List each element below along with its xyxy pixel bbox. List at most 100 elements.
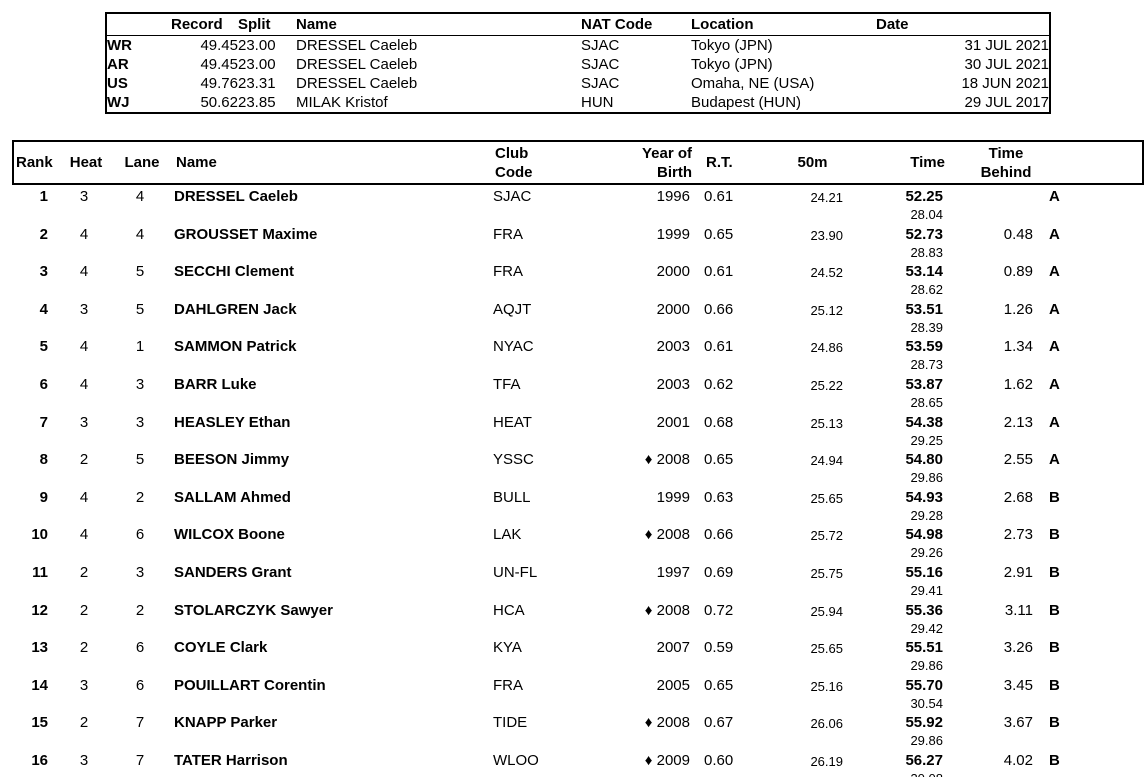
result-qualification: A — [1049, 225, 1060, 243]
result-final-time: 52.73 — [905, 225, 943, 243]
result-lane: 5 — [135, 263, 145, 281]
result-row: 16 3 7 TATER Harrison WLOO ♦ 2009 0.60 2… — [12, 750, 1144, 777]
results-table-header: Rank Heat Lane Name Club Code Year of Bi… — [12, 140, 1144, 185]
result-qualification: B — [1049, 639, 1060, 657]
result-lane: 2 — [135, 601, 145, 619]
result-club-code: HEAT — [493, 413, 532, 431]
result-club-code: FRA — [493, 263, 523, 281]
result-year-of-birth: 2003 — [656, 338, 690, 356]
result-heat: 3 — [79, 300, 89, 318]
record-holder-name: DRESSEL Caeleb — [296, 36, 418, 54]
result-lane: 3 — [135, 375, 145, 393]
result-qualification: B — [1049, 488, 1060, 506]
result-final-time: 53.14 — [905, 263, 943, 281]
result-50m-split: 25.22 — [810, 377, 843, 393]
result-back-split: 29.26 — [910, 545, 943, 561]
result-50m-split: 24.86 — [810, 340, 843, 356]
result-50m-split: 24.52 — [810, 265, 843, 281]
result-reaction-time: 0.69 — [704, 563, 734, 581]
records-header-date: Date — [876, 13, 1050, 36]
result-rank: 6 — [39, 375, 48, 393]
result-club-code: HCA — [493, 601, 525, 619]
header-reaction-time: R.T. — [706, 154, 733, 171]
result-row: 15 2 7 KNAPP Parker TIDE ♦ 2008 0.67 26.… — [12, 712, 1144, 750]
result-year-of-birth: 1996 — [656, 188, 690, 205]
header-club-line1: Club — [495, 144, 529, 162]
result-swimmer-name: BARR Luke — [174, 375, 257, 393]
result-final-time: 53.87 — [905, 375, 943, 393]
result-time-behind: 4.02 — [1003, 751, 1033, 769]
result-time-behind: 0.89 — [1003, 263, 1033, 281]
record-location: Tokyo (JPN) — [691, 55, 773, 73]
record-split: 23.85 — [238, 94, 276, 112]
result-qualification: A — [1049, 375, 1060, 393]
result-row: 3 4 5 SECCHI Clement FRA 2000 0.61 24.52… — [12, 261, 1144, 299]
result-club-code: TFA — [493, 375, 521, 393]
result-club-code: AQJT — [493, 300, 532, 318]
header-lane: Lane — [124, 154, 160, 171]
result-reaction-time: 0.65 — [704, 676, 734, 694]
result-back-split: 28.39 — [910, 319, 943, 335]
header-time: Time — [910, 154, 945, 171]
result-reaction-time: 0.61 — [704, 188, 734, 205]
result-year-of-birth: 2005 — [656, 676, 690, 694]
result-lane: 4 — [135, 188, 145, 205]
result-reaction-time: 0.63 — [704, 488, 734, 506]
records-header-location: Location — [691, 13, 876, 36]
record-type: AR — [107, 55, 129, 73]
result-rank: 5 — [39, 338, 48, 356]
result-swimmer-name: DRESSEL Caeleb — [174, 188, 298, 205]
header-year-of-birth: Year of Birth — [577, 144, 706, 182]
result-back-split: 28.83 — [910, 244, 943, 260]
result-time-behind: 1.34 — [1003, 338, 1033, 356]
result-reaction-time: 0.61 — [704, 263, 734, 281]
result-heat: 4 — [79, 375, 89, 393]
result-heat: 2 — [79, 563, 89, 581]
results-body: 1 3 4 DRESSEL Caeleb SJAC 1996 0.61 24.2… — [12, 186, 1144, 777]
result-back-split: 30.54 — [910, 695, 943, 711]
result-heat: 4 — [79, 338, 89, 356]
result-50m-split: 24.94 — [810, 453, 843, 469]
record-location: Omaha, NE (USA) — [691, 75, 815, 93]
result-final-time: 55.51 — [905, 639, 943, 657]
result-50m-split: 26.06 — [810, 716, 843, 732]
record-type: WR — [107, 36, 132, 54]
result-reaction-time: 0.60 — [704, 751, 734, 769]
result-final-time: 55.92 — [905, 714, 943, 732]
result-reaction-time: 0.66 — [704, 300, 734, 318]
result-time-behind: 3.67 — [1003, 714, 1033, 732]
result-50m-split: 25.12 — [810, 302, 843, 318]
result-row: 6 4 3 BARR Luke TFA 2003 0.62 25.22 53.8… — [12, 374, 1144, 412]
result-50m-split: 26.19 — [810, 753, 843, 769]
record-nat-code: SJAC — [581, 36, 620, 54]
record-location: Budapest (HUN) — [691, 94, 802, 112]
record-holder-name: MILAK Kristof — [296, 94, 388, 112]
result-rank: 10 — [31, 526, 48, 544]
result-rank: 14 — [31, 676, 48, 694]
result-swimmer-name: SALLAM Ahmed — [174, 488, 291, 506]
result-qualification: A — [1049, 300, 1060, 318]
result-heat: 2 — [79, 451, 89, 469]
record-holder-name: DRESSEL Caeleb — [296, 55, 418, 73]
result-club-code: YSSC — [493, 451, 534, 469]
result-lane: 5 — [135, 451, 145, 469]
records-table-body: WR 49.45 23.00 DRESSEL Caeleb SJAC Tokyo… — [106, 35, 1050, 113]
result-rank: 13 — [31, 639, 48, 657]
result-50m-split: 25.65 — [810, 641, 843, 657]
result-swimmer-name: GROUSSET Maxime — [174, 225, 318, 243]
result-back-split: 28.73 — [910, 357, 943, 373]
result-rank: 8 — [39, 451, 48, 469]
result-final-time: 55.70 — [905, 676, 943, 694]
result-rank: 7 — [39, 413, 48, 431]
result-swimmer-name: STOLARCZYK Sawyer — [174, 601, 333, 619]
result-back-split: 29.25 — [910, 432, 943, 448]
result-qualification: A — [1049, 451, 1060, 469]
result-reaction-time: 0.67 — [704, 714, 734, 732]
record-type: US — [107, 75, 128, 93]
result-lane: 2 — [135, 488, 145, 506]
result-year-of-birth: ♦ 2008 — [644, 451, 690, 469]
result-swimmer-name: DAHLGREN Jack — [174, 300, 297, 318]
result-year-of-birth: ♦ 2008 — [644, 714, 690, 732]
record-nat-code: SJAC — [581, 75, 620, 93]
